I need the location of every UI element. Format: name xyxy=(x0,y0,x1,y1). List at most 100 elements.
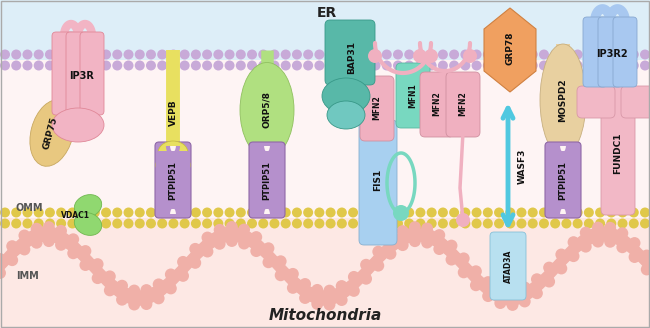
FancyBboxPatch shape xyxy=(546,151,580,209)
Circle shape xyxy=(348,285,360,297)
Circle shape xyxy=(68,60,77,71)
Circle shape xyxy=(584,218,594,229)
Circle shape xyxy=(505,208,515,217)
Circle shape xyxy=(315,60,324,71)
Circle shape xyxy=(168,50,178,59)
Circle shape xyxy=(31,223,42,235)
Circle shape xyxy=(629,60,639,71)
Circle shape xyxy=(539,208,549,217)
Bar xyxy=(0,0,650,60)
Circle shape xyxy=(79,50,88,59)
Text: MFN2: MFN2 xyxy=(458,92,467,116)
Circle shape xyxy=(372,260,384,272)
Circle shape xyxy=(606,218,616,229)
Circle shape xyxy=(472,60,482,71)
Circle shape xyxy=(592,222,604,234)
Circle shape xyxy=(6,254,18,266)
Circle shape xyxy=(202,50,212,59)
FancyBboxPatch shape xyxy=(446,72,480,137)
Circle shape xyxy=(472,208,482,217)
Circle shape xyxy=(449,60,459,71)
Circle shape xyxy=(404,218,414,229)
Circle shape xyxy=(438,218,448,229)
Circle shape xyxy=(157,60,167,71)
Circle shape xyxy=(360,259,372,271)
FancyBboxPatch shape xyxy=(583,17,607,87)
Circle shape xyxy=(567,236,580,248)
Circle shape xyxy=(311,284,323,296)
FancyBboxPatch shape xyxy=(80,32,104,115)
Circle shape xyxy=(426,60,437,71)
Circle shape xyxy=(146,208,156,217)
Circle shape xyxy=(517,60,526,71)
Circle shape xyxy=(202,218,212,229)
Circle shape xyxy=(135,218,145,229)
Circle shape xyxy=(324,285,335,297)
Circle shape xyxy=(101,60,111,71)
Circle shape xyxy=(360,273,372,285)
Circle shape xyxy=(112,60,122,71)
Bar xyxy=(168,206,178,214)
Circle shape xyxy=(0,208,10,217)
Circle shape xyxy=(531,273,543,285)
FancyBboxPatch shape xyxy=(613,17,637,87)
Circle shape xyxy=(584,208,594,217)
Circle shape xyxy=(517,208,526,217)
Circle shape xyxy=(445,254,458,266)
FancyBboxPatch shape xyxy=(545,142,581,218)
Circle shape xyxy=(146,218,156,229)
Circle shape xyxy=(370,218,380,229)
Circle shape xyxy=(135,50,145,59)
Circle shape xyxy=(281,60,291,71)
Circle shape xyxy=(79,218,88,229)
Circle shape xyxy=(213,218,224,229)
Circle shape xyxy=(213,50,224,59)
Circle shape xyxy=(393,208,403,217)
Circle shape xyxy=(550,50,560,59)
Circle shape xyxy=(434,243,445,255)
Circle shape xyxy=(56,60,66,71)
Circle shape xyxy=(315,50,324,59)
Circle shape xyxy=(79,259,92,271)
Circle shape xyxy=(157,50,167,59)
Circle shape xyxy=(165,269,177,280)
Circle shape xyxy=(494,208,504,217)
Circle shape xyxy=(385,248,396,260)
Circle shape xyxy=(449,50,459,59)
Circle shape xyxy=(629,208,639,217)
Circle shape xyxy=(292,60,302,71)
FancyBboxPatch shape xyxy=(359,120,397,245)
Bar xyxy=(558,206,568,214)
Text: FIS1: FIS1 xyxy=(374,169,382,191)
Circle shape xyxy=(56,50,66,59)
Circle shape xyxy=(562,208,571,217)
Circle shape xyxy=(303,208,313,217)
Circle shape xyxy=(168,60,178,71)
Circle shape xyxy=(618,218,627,229)
Circle shape xyxy=(517,50,526,59)
Polygon shape xyxy=(484,8,536,92)
Circle shape xyxy=(6,240,18,252)
Circle shape xyxy=(179,60,190,71)
Circle shape xyxy=(506,299,519,311)
Circle shape xyxy=(303,60,313,71)
Circle shape xyxy=(424,49,438,63)
Circle shape xyxy=(393,205,409,221)
FancyBboxPatch shape xyxy=(249,142,285,218)
Circle shape xyxy=(202,246,213,257)
Circle shape xyxy=(539,60,549,71)
Bar xyxy=(262,206,272,214)
Circle shape xyxy=(434,229,445,241)
Circle shape xyxy=(385,234,396,246)
Circle shape xyxy=(191,218,201,229)
Circle shape xyxy=(359,218,369,229)
Circle shape xyxy=(124,60,133,71)
Text: ATAD3A: ATAD3A xyxy=(504,249,512,283)
Circle shape xyxy=(213,60,224,71)
Circle shape xyxy=(11,208,21,217)
Circle shape xyxy=(629,50,639,59)
Circle shape xyxy=(382,50,392,59)
Circle shape xyxy=(640,208,650,217)
Circle shape xyxy=(79,60,88,71)
Circle shape xyxy=(34,60,44,71)
